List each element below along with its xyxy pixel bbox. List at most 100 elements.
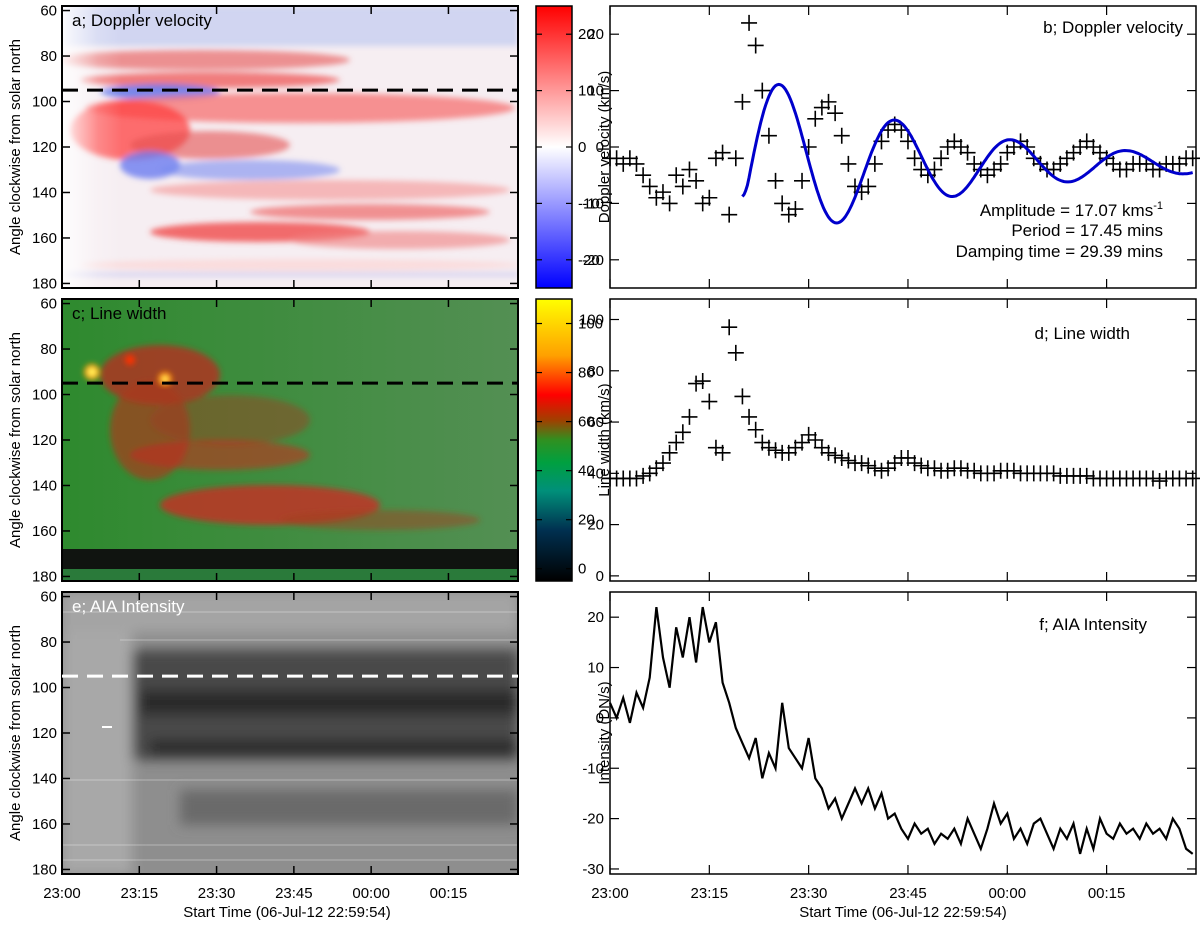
angle-tick-label: 140	[32, 770, 57, 787]
plus-marker	[906, 150, 923, 167]
y-tick-label: 100	[579, 312, 604, 329]
angle-tick-label: 120	[32, 725, 57, 742]
y-tick-label: 20	[587, 609, 604, 626]
plus-marker	[860, 178, 877, 195]
panel-e-title: e; AIA Intensity	[72, 597, 185, 616]
plus-marker	[734, 388, 751, 405]
panel-a-ylabel: Angle clockwise from solar north	[7, 39, 24, 255]
y-tick-label: 10	[587, 660, 604, 677]
y-tick-label: 20	[587, 517, 604, 534]
plus-marker-series	[602, 14, 1200, 223]
plus-marker-series	[602, 319, 1200, 490]
plus-marker	[1151, 473, 1168, 490]
aia-image	[62, 592, 518, 874]
colorbar-linewidth-label: Line width (km/s)	[596, 383, 613, 496]
plus-marker	[727, 344, 744, 361]
plus-marker	[800, 139, 817, 155]
panel-a-doppler-heatmap	[61, 5, 519, 289]
plus-marker	[807, 110, 824, 127]
plus-marker	[774, 195, 791, 212]
plus-marker	[727, 150, 744, 167]
plus-marker	[1184, 470, 1200, 487]
plus-marker	[681, 161, 698, 178]
plus-marker	[986, 465, 1003, 482]
colorbar-tick-label: 10	[578, 83, 595, 100]
plus-marker	[741, 14, 758, 31]
plus-marker	[807, 432, 824, 448]
plus-marker	[966, 462, 983, 479]
time-tick-label: 00:15	[430, 885, 468, 902]
panel-f-frame	[609, 591, 1197, 875]
plus-marker	[674, 178, 691, 195]
left-xlabel: Start Time (06-Jul-12 22:59:54)	[183, 904, 391, 921]
plus-marker	[754, 82, 771, 99]
doppler-image	[62, 6, 518, 288]
plus-marker	[635, 467, 652, 484]
plus-marker	[866, 155, 883, 172]
panel-f-title: f; AIA Intensity	[1039, 615, 1147, 634]
plus-marker	[840, 155, 857, 172]
right-xlabel: Start Time (06-Jul-12 22:59:54)	[799, 904, 1007, 921]
plus-marker	[734, 93, 751, 110]
plus-marker	[747, 37, 764, 54]
plus-marker	[820, 93, 837, 110]
plus-marker	[794, 172, 811, 189]
colorbar-tick-label: 100	[578, 316, 603, 333]
colorbar-tick-label: 80	[578, 365, 595, 382]
angle-tick-label: 60	[40, 589, 57, 606]
plus-marker	[668, 434, 685, 451]
y-tick-label: 10	[587, 83, 604, 100]
time-tick-label: 23:00	[591, 885, 629, 902]
y-tick-label: 0	[596, 710, 604, 727]
angle-tick-label: 120	[32, 432, 57, 449]
plus-marker	[741, 408, 758, 425]
plus-marker	[933, 150, 950, 167]
panel-e-aia-heatmap	[61, 591, 519, 875]
chart-marks: 6080100120140160180608010012014016018060…	[32, 3, 1200, 902]
colorbar-tick-label: -20	[578, 252, 600, 269]
plus-marker	[767, 172, 784, 189]
time-tick-label: 23:15	[121, 885, 159, 902]
plus-marker	[827, 105, 844, 122]
angle-tick-label: 100	[32, 680, 57, 697]
plus-marker	[701, 189, 718, 206]
titles: a; Doppler velocity b; Doppler velocity …	[72, 11, 1183, 634]
colorbar-tick-label: -10	[578, 195, 600, 212]
angle-tick-label: 140	[32, 477, 57, 494]
plus-marker	[913, 457, 930, 474]
panel-b-title: b; Doppler velocity	[1043, 18, 1183, 37]
angle-tick-label: 160	[32, 816, 57, 833]
panel-c-ylabel: Angle clockwise from solar north	[7, 332, 24, 548]
plus-marker	[641, 178, 658, 195]
y-tick-label: -30	[582, 861, 604, 878]
time-tick-label: 00:00	[989, 885, 1027, 902]
plus-marker	[628, 470, 645, 487]
plus-marker	[827, 447, 844, 464]
plus-marker	[714, 444, 731, 461]
y-tick-label: 20	[587, 26, 604, 43]
time-tick-label: 23:45	[889, 885, 927, 902]
plus-marker	[833, 127, 850, 144]
plus-marker	[688, 172, 705, 189]
angle-tick-label: 80	[40, 634, 57, 651]
angle-tick-label: 80	[40, 341, 57, 358]
y-tick-label: 80	[587, 363, 604, 380]
angle-tick-label: 180	[32, 861, 57, 878]
plus-marker	[787, 201, 804, 218]
plus-marker	[853, 455, 870, 472]
plus-marker	[628, 155, 645, 172]
plus-marker	[926, 460, 943, 477]
colorbar-doppler-label: Doppler velocity (km/s)	[596, 71, 613, 224]
fit-annotations: Amplitude = 17.07 kms-1 Period = 17.45 m…	[956, 200, 1163, 261]
panel-a-title: a; Doppler velocity	[72, 11, 212, 30]
panel-d-title: d; Line width	[1035, 324, 1130, 343]
axis-titles: Angle clockwise from solar north Angle c…	[7, 39, 1007, 921]
plus-marker	[767, 442, 784, 459]
time-tick-label: 23:30	[198, 885, 236, 902]
angle-tick-label: 60	[40, 296, 57, 313]
plus-marker	[694, 373, 711, 390]
angle-tick-label: 160	[32, 523, 57, 540]
angle-tick-label: 140	[32, 184, 57, 201]
angle-tick-label: 80	[40, 48, 57, 65]
